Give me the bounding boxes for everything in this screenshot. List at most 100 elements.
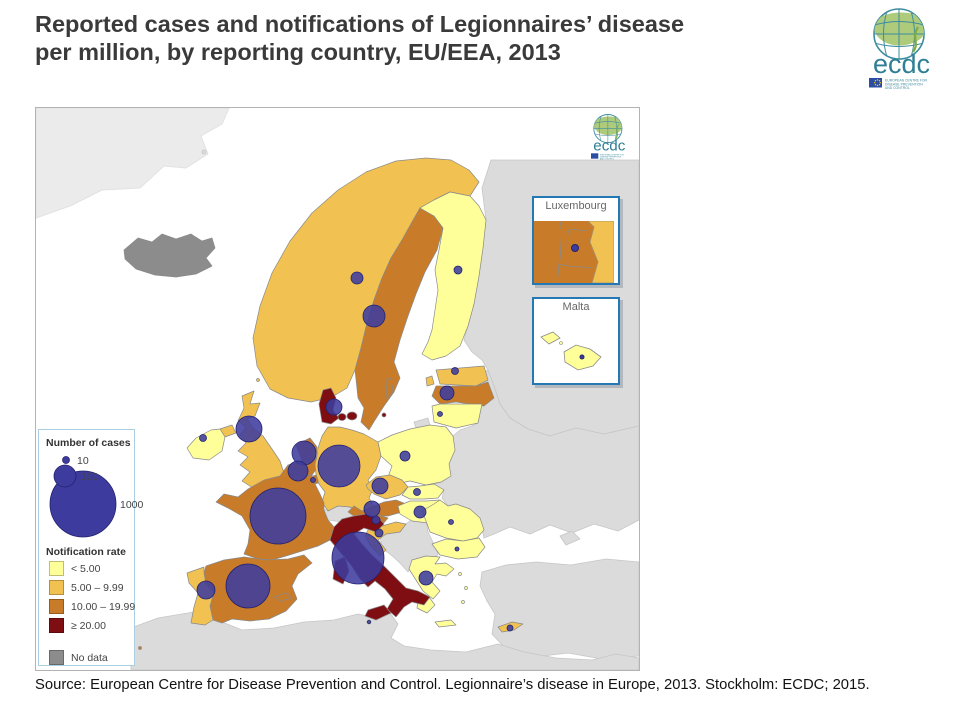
inset-malta-case-circle	[579, 354, 585, 360]
legend-case-circle-100	[53, 464, 77, 488]
inset-malta-comino	[559, 341, 563, 345]
case-circle-luxembourg	[310, 477, 316, 483]
svg-text:EUROPEAN CENTRE FOR: EUROPEAN CENTRE FOR	[885, 79, 928, 83]
case-circle-poland	[399, 450, 411, 462]
case-circles-layer	[196, 265, 514, 632]
inset-malta-gozo	[540, 331, 561, 345]
eu-flag-icon	[869, 78, 882, 88]
country-spain-balearics	[273, 592, 293, 602]
case-circle-estonia	[451, 367, 459, 375]
case-circle-belgium	[287, 460, 309, 482]
svg-text:EUROPEAN CENTRE FOR: EUROPEAN CENTRE FOR	[600, 153, 624, 156]
inset-malta-map	[540, 331, 602, 371]
case-circle-hungary	[413, 505, 427, 519]
page-title-line2: per million, by reporting country, EU/EE…	[35, 39, 561, 65]
map-legend: Number of cases 1000 100 10 Notification r…	[38, 429, 144, 666]
country-sweden	[354, 207, 444, 431]
inset-lux-case-circle	[571, 244, 579, 252]
region-crimea	[559, 530, 581, 546]
legend-rate-row: No data	[49, 650, 134, 665]
case-circle-norway	[350, 271, 364, 285]
legend-rate-title: Notification rate	[46, 546, 126, 558]
case-circle-croatia	[374, 528, 384, 538]
source-line: Source: European Centre for Disease Prev…	[35, 677, 870, 693]
legend-cases-scale: 1000 100 10	[49, 455, 144, 538]
country-denmark-funen	[337, 413, 347, 421]
case-circle-denmark	[325, 398, 343, 416]
legend-rate-swatch	[49, 650, 64, 665]
case-circle-malta	[367, 620, 371, 624]
country-greece-crete	[434, 619, 457, 628]
country-estonia-saaremaa	[425, 375, 435, 387]
legend-rate-row: ≥ 20.00	[49, 618, 134, 633]
legend-rate-row: 10.00 – 19.99	[49, 599, 136, 614]
legend-rate-swatch	[49, 618, 64, 633]
ecdc-leaf-icon	[615, 124, 620, 140]
country-greece-island2	[464, 586, 468, 590]
country-sweden-gotland	[385, 377, 394, 400]
page-title-line1: Reported cases and notifications of Legi…	[35, 11, 685, 37]
country-lithuania	[431, 403, 483, 429]
inset-malta-title: Malta	[562, 301, 590, 313]
inset-lux-country-outline	[566, 229, 588, 265]
legend-case-label-100: 100	[81, 471, 99, 483]
legend-rate-label: No data	[71, 651, 108, 664]
ecdc-leaf-icon	[912, 26, 919, 53]
ecdc-globe-icon	[873, 8, 925, 60]
inset-lux-neighbor-east	[587, 221, 614, 283]
case-circle-czech_republic	[371, 477, 389, 495]
legend-case-label-10: 10	[77, 455, 89, 467]
legend-rate-rows: < 5.00 5.00 – 9.99 10.00 – 19.99 ≥ 20.00 No …	[46, 561, 136, 665]
country-iceland	[123, 233, 216, 278]
legend-case-circle-1000	[49, 470, 117, 538]
case-circle-slovakia	[413, 488, 421, 496]
country-slovakia	[401, 483, 445, 500]
country-greece-island3	[461, 600, 465, 604]
region-greenland	[36, 108, 230, 219]
inset-luxembourg: Luxembourg	[532, 196, 620, 285]
ecdc-logo-small: ecdc EUROPEAN CENTRE FOR DISEASE PREVENT…	[591, 114, 626, 161]
region-faroe	[201, 149, 207, 155]
country-spain-canary3	[138, 646, 142, 650]
country-uk-shetland	[256, 378, 260, 382]
case-circle-spain	[225, 563, 271, 609]
legend-rate-label: < 5.00	[71, 562, 101, 575]
country-estonia	[435, 365, 489, 387]
europe-map-panel: Number of cases 1000 100 10 Notification r…	[35, 107, 640, 671]
case-circle-austria	[363, 500, 381, 518]
legend-rate-row: 5.00 – 9.99	[49, 580, 134, 595]
country-italy-sicily	[364, 604, 392, 621]
ecdc-wordmark: ecdc	[873, 49, 930, 79]
legend-rate-label: ≥ 20.00	[71, 619, 106, 632]
case-circle-greece	[418, 570, 434, 586]
case-circle-cyprus	[506, 624, 514, 632]
country-greece-island1	[458, 572, 462, 576]
legend-rate-swatch	[49, 580, 64, 595]
region-turkey	[479, 558, 639, 660]
case-circle-sweden	[362, 304, 386, 328]
region-north-africa	[130, 607, 639, 670]
case-circle-finland	[453, 265, 463, 275]
svg-text:AND CONTROL: AND CONTROL	[600, 158, 614, 161]
legend-case-circle-10	[62, 456, 70, 464]
svg-text:AND CONTROL: AND CONTROL	[885, 86, 910, 90]
inset-malta: Malta	[532, 297, 620, 385]
ecdc-org-name: EUROPEAN CENTRE FOR DISEASE PREVENTION A…	[600, 153, 624, 160]
ecdc-logo: ecdc EUROPEAN CENTRE FOR DISEASE PREVENT…	[869, 8, 930, 91]
inset-luxembourg-map	[534, 221, 614, 283]
country-finland	[419, 191, 487, 361]
legend-rate-label: 10.00 – 19.99	[71, 600, 136, 613]
svg-text:DISEASE PREVENTION: DISEASE PREVENTION	[885, 82, 923, 86]
svg-text:DISEASE PREVENTION: DISEASE PREVENTION	[600, 155, 622, 158]
ecdc-wordmark: ecdc	[593, 138, 625, 155]
case-circle-bulgaria	[454, 546, 460, 552]
case-circle-france	[249, 487, 307, 545]
case-circle-portugal	[196, 580, 216, 600]
legend-rate-swatch	[49, 561, 64, 576]
legend-case-label-1000: 1000	[120, 499, 144, 511]
case-circle-germany	[317, 444, 361, 488]
ecdc-org-name: EUROPEAN CENTRE FOR DISEASE PREVENTION A…	[885, 79, 928, 91]
legend-rate-row: < 5.00	[49, 561, 134, 576]
eu-flag-icon	[591, 153, 599, 159]
